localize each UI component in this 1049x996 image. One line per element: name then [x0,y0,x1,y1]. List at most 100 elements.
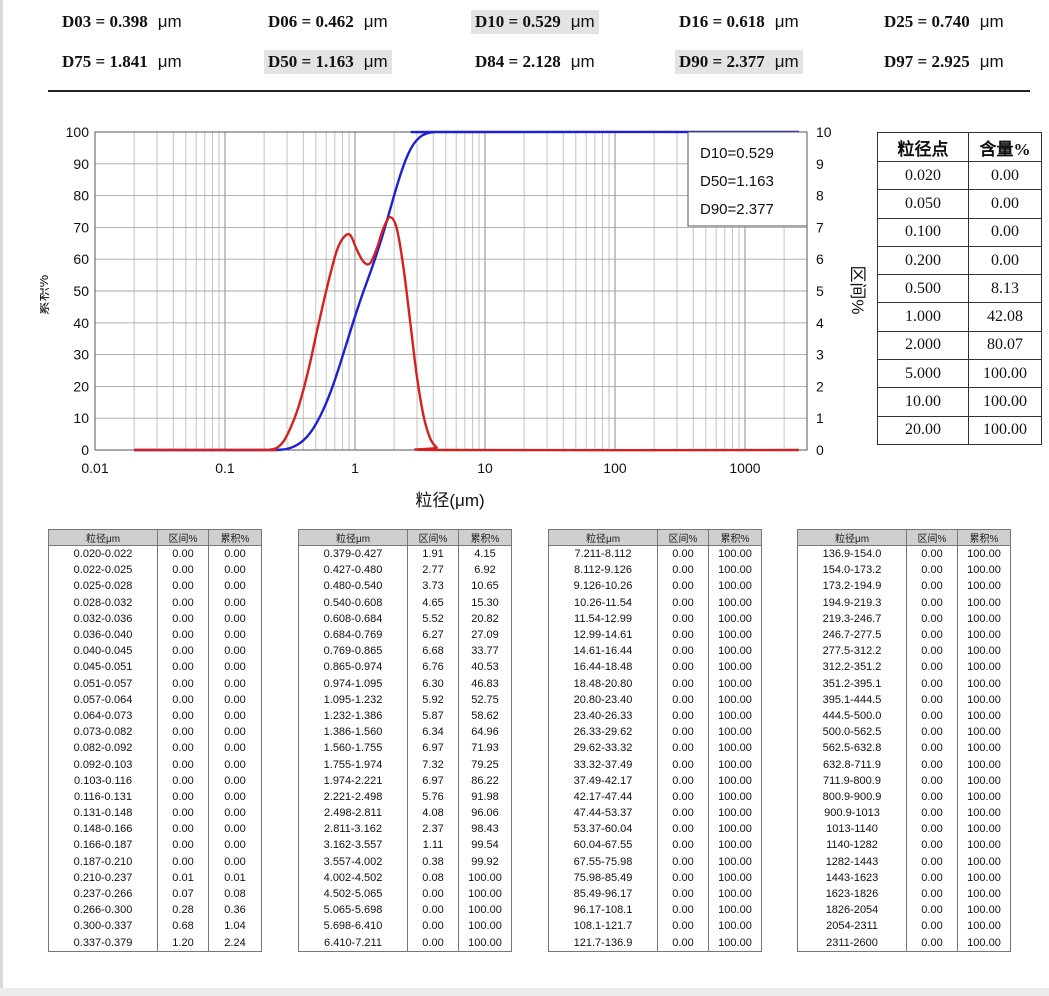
table-row: 0.051-0.057 0.00 0.00 [48,675,262,692]
distribution-table-1: 粒径μm 区间% 累积% 0.020-0.022 0.00 0.00 0.022-0.025… [48,529,262,952]
header-cumulative: 累积% [208,529,262,546]
size-range-cell: 1282-1443 [797,853,907,870]
cumulative-cell: 100.00 [708,885,762,903]
table-row: 6.410-7.211 0.00 100.00 [298,934,512,952]
table-row: 0.166-0.187 0.00 0.00 [48,837,262,854]
percentile-unit: μm [774,52,799,71]
interval-cell: 0.00 [906,707,958,725]
size-range-cell: 47.44-53.37 [548,805,658,822]
header-cumulative: 累积% [957,529,1011,546]
interval-cell: 5.92 [407,691,459,708]
cumulative-cell: 100.00 [957,772,1011,789]
size-range-cell: 1443-1623 [797,869,907,886]
percentile-value: D75 = 1.841 [62,52,148,71]
cumulative-cell: 100.00 [957,545,1011,563]
header-size-range: 粒径μm [797,529,907,546]
interval-cell: 2.77 [407,562,459,579]
cumulative-cell: 100.00 [708,821,762,838]
table-row: 0.266-0.300 0.28 0.36 [48,902,262,919]
percentile-value: D90 = 2.377 [679,52,765,71]
table-row: 14.61-16.44 0.00 100.00 [548,643,762,660]
size-range-cell: 0.865-0.974 [298,659,408,676]
y-tick-right: 6 [816,251,824,267]
interval-cell: 0.00 [657,610,709,627]
content-percent-cell: 100.00 [968,415,1042,445]
interval-cell: 6.30 [407,675,459,692]
table-row: 3.162-3.557 1.11 99.54 [298,837,512,854]
interval-cell: 0.00 [157,643,209,660]
table-row: 37.49-42.17 0.00 100.00 [548,772,762,789]
size-range-cell: 0.684-0.769 [298,626,408,644]
table-row: 800.9-900.9 0.00 100.00 [797,788,1011,805]
table-row: 1826-2054 0.00 100.00 [797,902,1011,919]
cumulative-cell: 0.00 [208,594,262,611]
percentile-value: D16 = 0.618 [679,12,765,31]
cumulative-cell: 100.00 [708,902,762,919]
legend-box-frame [687,131,808,227]
interval-cell: 0.00 [157,724,209,741]
table-row: 3.557-4.002 0.38 99.92 [298,853,512,870]
interval-cell: 0.00 [906,610,958,627]
table-row: 0.032-0.036 0.00 0.00 [48,610,262,627]
y-tick-right: 2 [816,378,824,394]
percentile-value: D10 = 0.529 [475,12,561,31]
cumulative-cell: 10.65 [458,578,512,595]
percentile-unit: μm [570,52,595,71]
interval-cell: 0.00 [906,643,958,660]
cumulative-cell: 0.00 [208,853,262,870]
size-range-cell: 194.9-219.3 [797,594,907,611]
interval-cell: 0.00 [906,788,958,805]
cumulative-cell: 0.00 [208,691,262,708]
interval-cell: 0.00 [657,643,709,660]
table-row: 0.116-0.131 0.00 0.00 [48,788,262,805]
cumulative-cell: 100.00 [708,788,762,805]
percentile-2-5: D97 = 2.925 μm [880,50,1008,74]
content-size-cell: 10.00 [877,387,969,417]
cumulative-cell: 0.00 [208,545,262,563]
table-row: 9.126-10.26 0.00 100.00 [548,578,762,595]
interval-cell: 0.00 [657,675,709,692]
cumulative-cell: 100.00 [708,853,762,870]
x-tick: 1 [351,460,359,476]
content-table-row: 0.500 8.13 [877,274,1042,304]
size-range-cell: 108.1-121.7 [548,918,658,935]
cumulative-cell: 0.00 [208,772,262,789]
cumulative-cell: 100.00 [957,610,1011,627]
size-range-cell: 4.502-5.065 [298,885,408,903]
size-range-cell: 0.131-0.148 [48,805,158,822]
size-range-cell: 11.54-12.99 [548,610,658,627]
cumulative-cell: 100.00 [957,659,1011,676]
y-tick-right: 0 [816,442,824,458]
size-range-cell: 395.1-444.5 [797,691,907,708]
size-range-cell: 0.974-1.095 [298,675,408,692]
table-row: 1282-1443 0.00 100.00 [797,853,1011,870]
content-size-cell: 0.200 [877,245,969,276]
size-range-cell: 136.9-154.0 [797,545,907,563]
header-size-range: 粒径μm [548,529,658,546]
size-range-cell: 0.036-0.040 [48,626,158,644]
percentile-unit: μm [157,52,182,71]
y-tick-right: 5 [816,283,824,299]
table-row: 0.608-0.684 5.52 20.82 [298,610,512,627]
size-range-cell: 0.379-0.427 [298,545,408,563]
cumulative-cell: 100.00 [708,724,762,741]
interval-cell: 0.00 [906,691,958,708]
interval-cell: 0.00 [157,707,209,725]
size-range-cell: 0.116-0.131 [48,788,158,805]
table-row: 0.684-0.769 6.27 27.09 [298,626,512,644]
size-range-cell: 562.5-632.8 [797,740,907,757]
table-row: 1443-1623 0.00 100.00 [797,869,1011,886]
distribution-table-3: 粒径μm 区间% 累积% 7.211-8.112 0.00 100.00 8.112-9.1… [548,529,762,952]
cumulative-cell: 100.00 [957,837,1011,854]
content-percent-cell: 0.00 [968,245,1042,276]
size-range-cell: 0.040-0.045 [48,643,158,660]
interval-cell: 6.97 [407,772,459,789]
y-tick-left: 10 [73,410,89,426]
size-range-cell: 3.557-4.002 [298,853,408,870]
table-row: 2.498-2.811 4.08 96.06 [298,805,512,822]
size-range-cell: 500.0-562.5 [797,724,907,741]
table-row: 0.092-0.103 0.00 0.00 [48,756,262,773]
interval-cell: 0.68 [157,918,209,935]
percentile-unit: μm [774,12,799,31]
size-range-cell: 900.9-1013 [797,805,907,822]
